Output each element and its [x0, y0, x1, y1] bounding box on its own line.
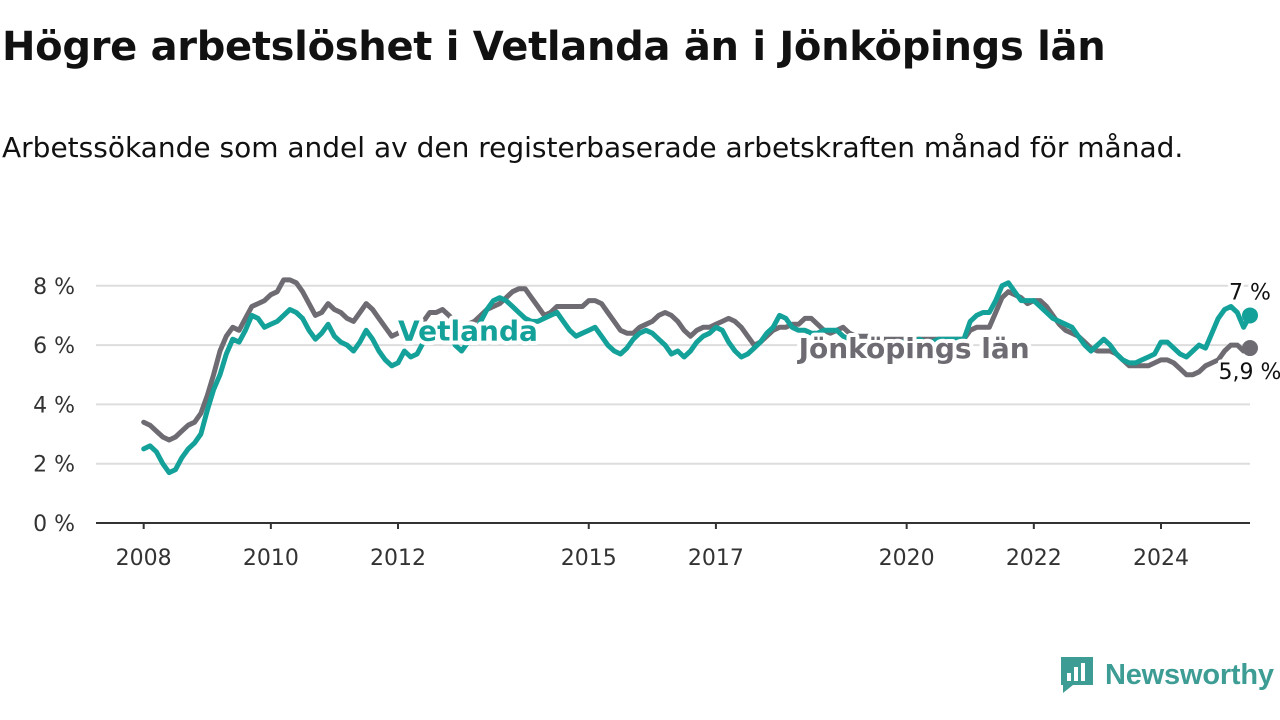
x-axis-ticks: 2008 2010 2012 2015 2017 2020 2022 2024: [116, 523, 1189, 571]
chart-title: Högre arbetslöshet i Vetlanda än i Jönkö…: [2, 24, 1106, 70]
y-tick-label: 8 %: [33, 275, 75, 300]
x-tick-label: 2022: [1006, 546, 1062, 571]
brand-logo: Newsworthy: [1059, 655, 1274, 695]
series-line-vetlanda: [141, 280, 1253, 476]
y-axis-ticks: 0 % 2 % 4 % 6 % 8 %: [33, 275, 75, 537]
end-value-label: 7 %: [1229, 280, 1271, 305]
x-tick-label: 2024: [1133, 546, 1189, 571]
series-lines: [141, 277, 1253, 476]
y-tick-label: 0 %: [33, 512, 75, 537]
x-tick-label: 2010: [243, 546, 299, 571]
gridlines: [96, 284, 1250, 524]
chart-subtitle: Arbetssökande som andel av den registerb…: [2, 131, 1184, 164]
brand-name: Newsworthy: [1105, 658, 1274, 691]
y-tick-label: 6 %: [33, 334, 75, 359]
series-labels: Jönköpings län Vetlanda 5,9 % 7 %: [394, 277, 1280, 388]
series-line-j-nk-pings-l-n: [141, 277, 1253, 443]
x-tick-label: 2020: [879, 546, 935, 571]
newsworthy-logo-icon: [1061, 657, 1093, 693]
x-tick-label: 2012: [370, 546, 426, 571]
x-tick-label: 2015: [561, 546, 617, 571]
end-marker: [1242, 307, 1258, 324]
y-tick-label: 4 %: [33, 393, 75, 418]
end-value-label: 5,9 %: [1219, 360, 1280, 385]
series-label: Jönköpings län: [797, 332, 1030, 365]
x-tick-label: 2008: [116, 546, 172, 571]
end-marker: [1242, 340, 1258, 357]
series-label: Vetlanda: [398, 314, 538, 347]
x-tick-label: 2017: [688, 546, 744, 571]
y-tick-label: 2 %: [33, 453, 75, 478]
